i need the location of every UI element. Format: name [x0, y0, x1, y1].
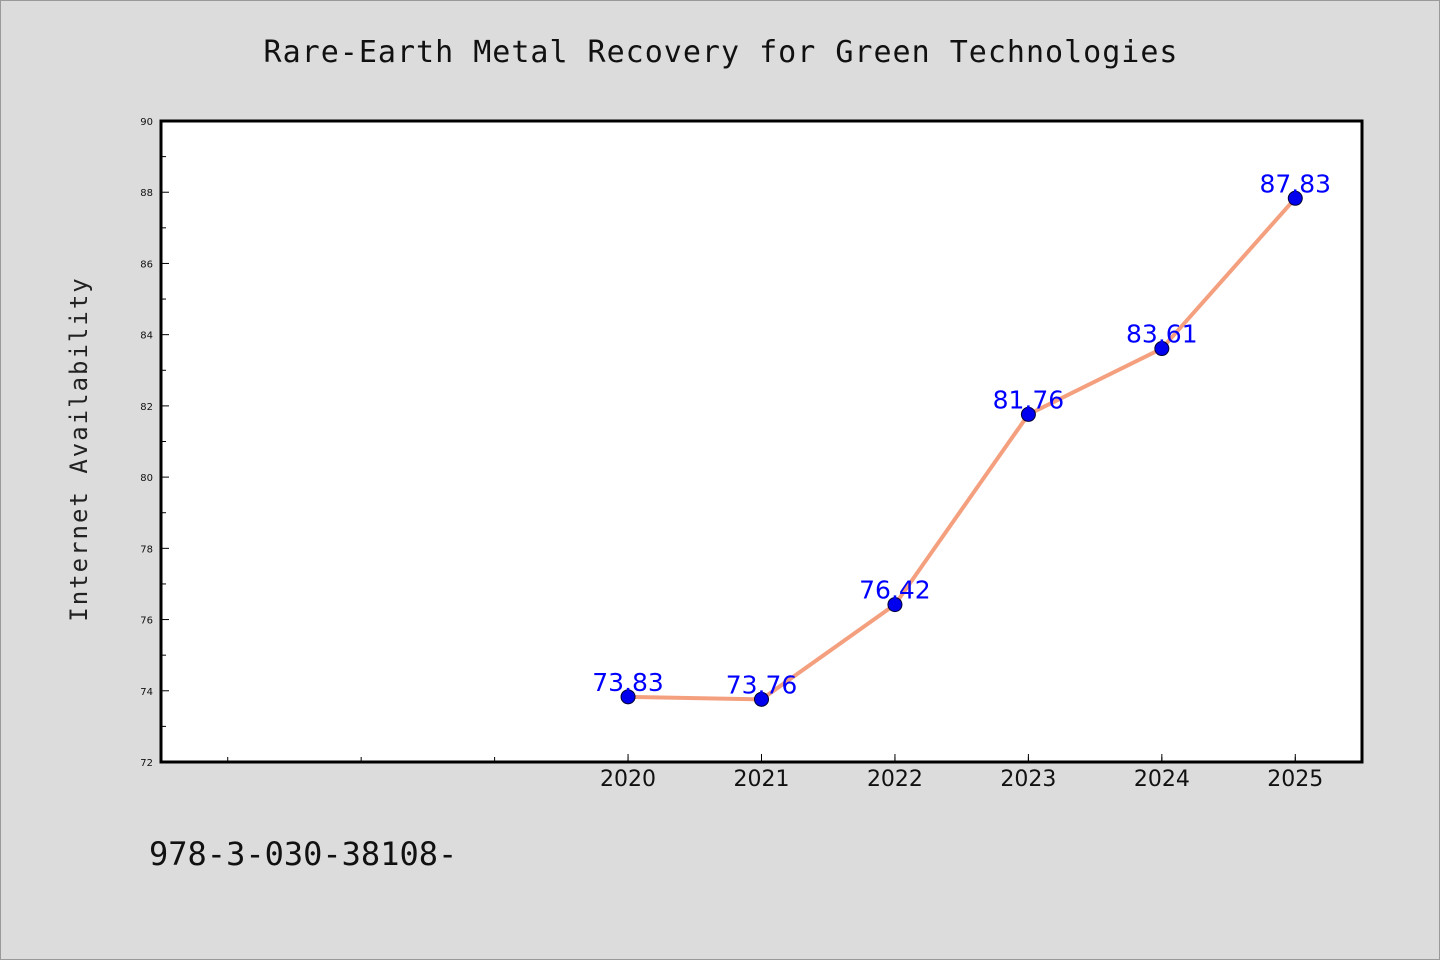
x-axis-ticks: 2020 2021 2022 2023 2024 2025: [227, 754, 1323, 792]
data-point: [1287, 190, 1303, 206]
data-label: 76.42: [859, 576, 931, 605]
plot-area: [161, 121, 1362, 762]
data-label: 87.83: [1259, 169, 1331, 198]
footer-code: 978-3-030-38108-: [149, 835, 458, 873]
y-tick-label: 86: [140, 259, 153, 270]
series-line: [626, 196, 1298, 702]
x-tick-label: 2021: [734, 767, 790, 792]
x-tick-label: 2024: [1134, 767, 1190, 792]
data-labels-layer: 73.83 73.76 76.42 81.76 83.61 87.83: [592, 169, 1331, 699]
y-tick-label: 84: [140, 331, 153, 342]
data-point: [620, 689, 636, 705]
plot-frame: [159, 119, 1364, 764]
y-tick-label: 74: [140, 687, 153, 698]
x-tick-label: 2020: [600, 767, 656, 792]
y-tick-label: 76: [140, 616, 153, 627]
y-tick-label: 88: [140, 188, 153, 199]
data-point: [887, 597, 903, 613]
y-tick-label: 78: [140, 544, 153, 555]
data-label: 73.83: [592, 668, 664, 697]
chart-title: Rare-Earth Metal Recovery for Green Tech…: [263, 35, 1179, 70]
x-tick-label: 2023: [1000, 767, 1056, 792]
data-label: 81.76: [993, 385, 1065, 414]
y-tick-label: 90: [140, 117, 153, 128]
data-label: 73.76: [726, 670, 798, 699]
data-point: [754, 691, 769, 707]
y-tick-label: 80: [140, 473, 153, 484]
x-tick-label: 2022: [867, 767, 923, 792]
data-point: [1020, 406, 1036, 422]
y-tick-label: 82: [140, 402, 153, 413]
series-layer: [620, 190, 1303, 707]
y-tick-label: 72: [140, 758, 153, 769]
data-point: [1154, 341, 1170, 357]
x-tick-label: 2025: [1267, 767, 1323, 792]
data-label: 83.61: [1126, 320, 1198, 349]
